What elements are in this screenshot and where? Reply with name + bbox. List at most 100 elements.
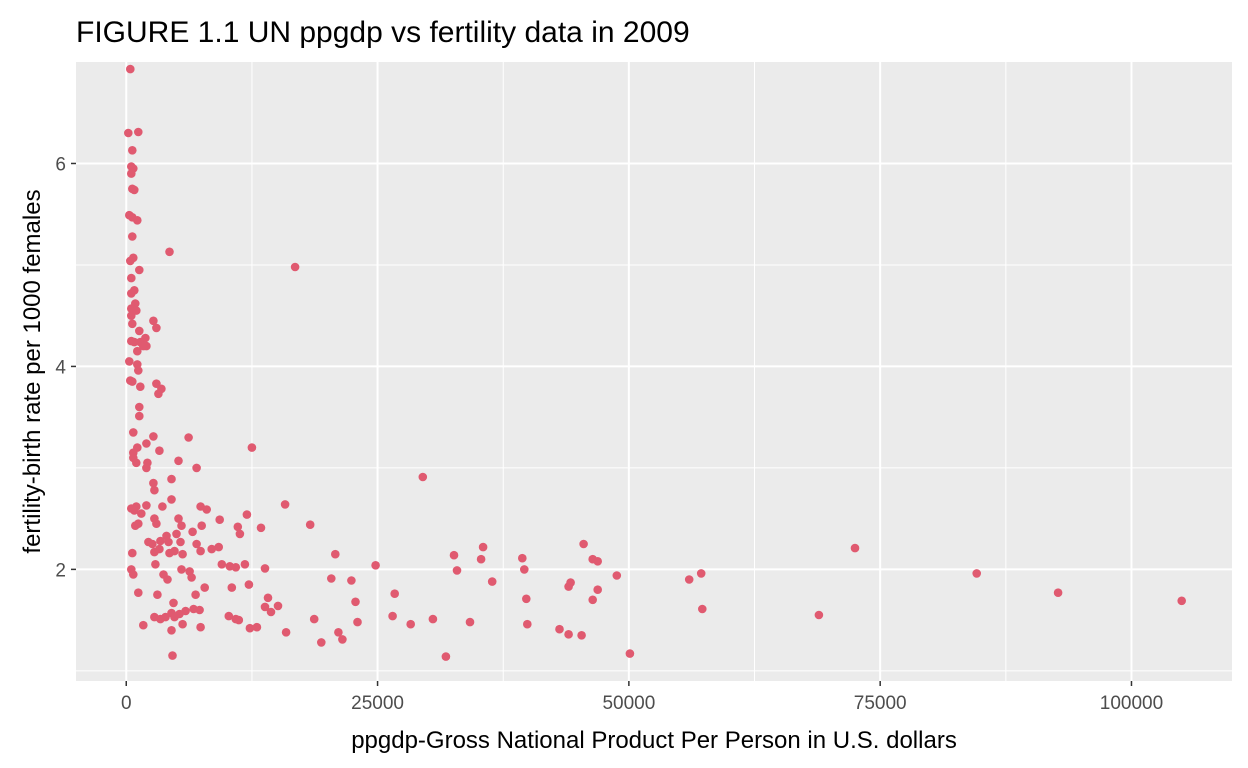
- data-point: [133, 346, 142, 356]
- data-point: [522, 594, 531, 604]
- data-point: [177, 565, 186, 574]
- data-point: [353, 617, 362, 627]
- data-point: [150, 547, 159, 557]
- data-point: [137, 509, 146, 518]
- data-point: [130, 185, 139, 195]
- data-point: [169, 598, 178, 608]
- data-point: [127, 311, 136, 321]
- x-tick-label: 50000: [602, 693, 655, 714]
- data-point: [202, 505, 211, 514]
- data-point: [371, 561, 380, 570]
- plot-panel: [76, 62, 1232, 681]
- data-point: [523, 619, 532, 629]
- data-point: [698, 604, 707, 614]
- data-point: [163, 575, 172, 584]
- data-point: [334, 628, 343, 637]
- data-point: [152, 519, 161, 528]
- x-tick-label: 100000: [1100, 693, 1163, 714]
- data-point: [142, 501, 151, 510]
- data-point: [252, 622, 262, 632]
- data-point: [351, 597, 360, 607]
- data-point: [1177, 596, 1186, 606]
- data-point: [338, 635, 347, 644]
- data-point: [242, 510, 252, 519]
- data-point: [129, 428, 138, 437]
- y-tick-label: 2: [55, 560, 66, 581]
- data-point: [135, 411, 144, 421]
- data-point: [156, 536, 165, 546]
- data-point: [155, 446, 164, 456]
- data-point: [390, 589, 400, 598]
- data-point: [127, 289, 136, 298]
- data-point: [235, 529, 245, 539]
- data-point: [158, 502, 167, 511]
- data-point: [684, 575, 694, 584]
- data-point: [260, 602, 270, 612]
- data-point: [139, 620, 148, 630]
- data-point: [234, 615, 244, 625]
- data-point: [127, 169, 136, 178]
- x-axis-label: ppgdp-Gross National Product Per Person …: [351, 727, 957, 754]
- data-point: [256, 523, 266, 533]
- data-point: [588, 595, 597, 605]
- data-point: [317, 638, 326, 647]
- data-point: [128, 232, 137, 241]
- data-point: [177, 521, 186, 530]
- data-point: [192, 463, 201, 473]
- data-point: [612, 571, 622, 580]
- data-point: [148, 539, 157, 549]
- data-point: [142, 341, 151, 351]
- data-point: [149, 478, 158, 488]
- data-point: [187, 573, 196, 582]
- data-point: [520, 565, 529, 574]
- data-point: [167, 495, 176, 504]
- data-point: [154, 389, 163, 399]
- data-point: [696, 569, 706, 578]
- data-point: [247, 443, 257, 452]
- data-point: [245, 623, 255, 633]
- data-point: [290, 262, 300, 272]
- data-point: [224, 611, 234, 621]
- data-point: [176, 537, 185, 547]
- data-point: [135, 402, 144, 412]
- data-point: [196, 546, 205, 556]
- data-point: [125, 357, 134, 366]
- data-point: [579, 539, 588, 549]
- data-point: [406, 619, 416, 629]
- data-point: [487, 577, 497, 586]
- data-point: [260, 564, 270, 573]
- data-point: [149, 316, 158, 326]
- data-point: [178, 619, 187, 629]
- data-point: [135, 326, 144, 336]
- major-gridlines: [76, 62, 1232, 681]
- data-point: [126, 64, 135, 74]
- data-point: [133, 216, 142, 225]
- data-point: [331, 549, 340, 559]
- data-point: [215, 515, 224, 524]
- data-point: [972, 569, 981, 578]
- data-point: [128, 319, 137, 329]
- data-point: [134, 366, 143, 375]
- data-point: [142, 439, 151, 448]
- data-point: [165, 548, 174, 558]
- data-point: [151, 560, 160, 569]
- data-point: [476, 554, 486, 564]
- data-point: [266, 607, 276, 617]
- data-point: [196, 622, 205, 632]
- data-point: [449, 550, 459, 560]
- data-point: [518, 553, 527, 563]
- data-point: [128, 548, 137, 558]
- data-point: [244, 580, 254, 589]
- data-point: [161, 612, 170, 622]
- data-point: [153, 590, 162, 599]
- data-point: [233, 522, 243, 532]
- x-tick-label: 0: [121, 693, 132, 714]
- data-point: [625, 649, 635, 658]
- data-point: [388, 611, 397, 621]
- data-point: [129, 570, 138, 579]
- data-point: [130, 337, 139, 347]
- data-point: [593, 557, 602, 566]
- data-point: [168, 651, 177, 660]
- data-point: [165, 247, 174, 257]
- data-point: [428, 614, 438, 624]
